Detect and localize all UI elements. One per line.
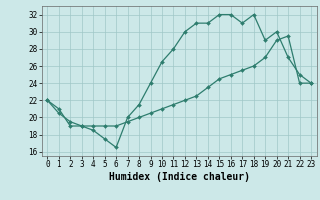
X-axis label: Humidex (Indice chaleur): Humidex (Indice chaleur) <box>109 172 250 182</box>
